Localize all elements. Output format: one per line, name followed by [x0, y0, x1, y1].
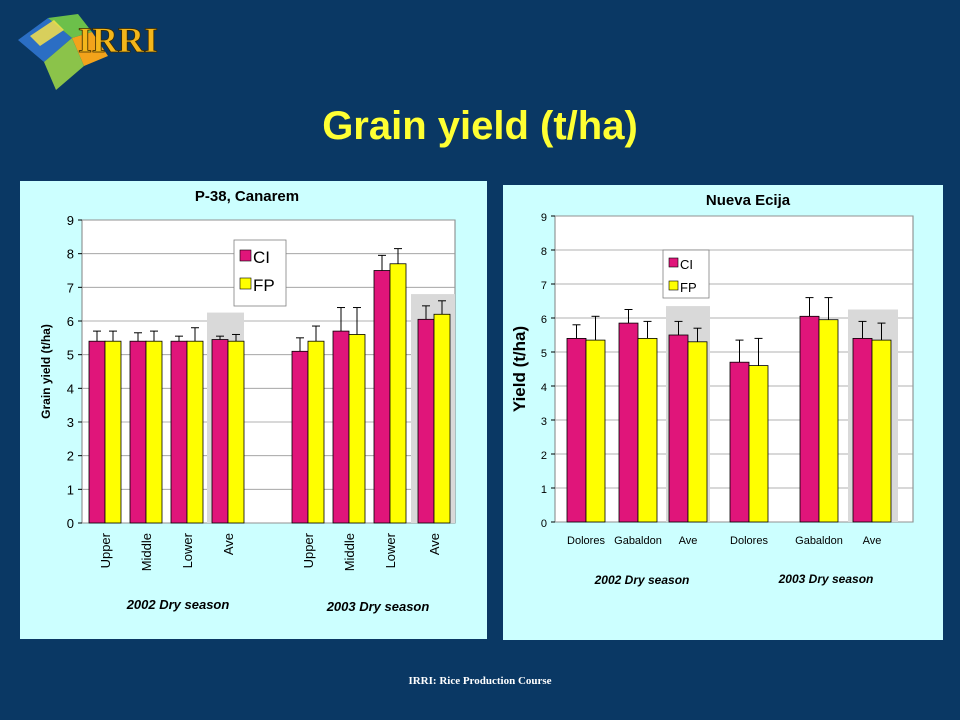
y-axis-label: Grain yield (t/ha): [39, 324, 53, 419]
legend-label-ci: CI: [680, 257, 693, 272]
bar-fp: [748, 365, 769, 523]
bar-fp: [227, 340, 245, 524]
y-tick-label: 4: [67, 381, 74, 396]
category-label: Gabaldon: [614, 535, 662, 547]
category-label: Lower: [180, 532, 195, 568]
chart-panel-nueva-ecija: Nueva Ecija 0 1 2 3 4 5 6 7 8 9 Yield (t/ha) Dolores…: [503, 185, 943, 640]
category-label: Upper: [98, 532, 113, 568]
legend-label-ci: CI: [253, 248, 270, 267]
slide-title: Grain yield (t/ha): [322, 104, 638, 148]
y-tick-label: 6: [67, 314, 74, 329]
bar-ci: [852, 337, 873, 523]
bar-ci: [332, 330, 350, 524]
y-tick-label: 2: [67, 449, 74, 464]
bar-ci: [88, 340, 106, 524]
y-tick-label: 3: [541, 416, 547, 428]
category-label: Middle: [139, 533, 154, 571]
y-tick-label: 8: [67, 247, 74, 262]
category-label: Ave: [221, 533, 236, 555]
chart-title: Nueva Ecija: [706, 192, 791, 209]
bar-fp: [145, 340, 163, 524]
category-label: Dolores: [567, 535, 605, 547]
group-label: 2003 Dry season: [778, 572, 874, 586]
bar-ci: [668, 334, 689, 523]
y-tick-label: 1: [67, 482, 74, 497]
y-axis-label: Yield (t/ha): [510, 326, 529, 412]
bar-fp: [307, 340, 325, 524]
bar-fp: [687, 341, 708, 523]
legend-swatch-ci: [239, 249, 252, 262]
group-label: 2002 Dry season: [594, 573, 690, 587]
bar-fp: [585, 339, 606, 523]
bar-fp: [818, 319, 839, 523]
category-label: Upper: [301, 532, 316, 568]
y-tick-label: 9: [67, 213, 74, 228]
y-tick-label: 1: [541, 484, 547, 496]
bar-fp: [186, 340, 204, 524]
bar-ci: [566, 337, 587, 523]
irri-logo: IRRI: [18, 14, 158, 90]
category-label: Gabaldon: [795, 535, 843, 547]
chart-panel-canarem: P-38, Canarem 0 1 2 3 4 5 6 7 8 9 Grain yield (t/ha…: [20, 181, 487, 639]
y-tick-label: 0: [67, 516, 74, 531]
bar-ci: [618, 322, 639, 523]
legend-swatch-ci: [668, 257, 679, 268]
chart-title: P-38, Canarem: [195, 188, 299, 205]
y-tick-label: 0: [541, 518, 547, 530]
category-label: Dolores: [730, 535, 768, 547]
category-label: Ave: [427, 533, 442, 555]
legend-label-fp: FP: [253, 276, 275, 295]
group-label: 2002 Dry season: [126, 597, 230, 612]
bar-ci: [373, 270, 391, 524]
bar-fp: [348, 334, 366, 524]
category-label: Ave: [679, 535, 698, 547]
bar-fp: [389, 263, 407, 524]
footer-text: IRRI: Rice Production Course: [408, 675, 552, 687]
logo-text: IRRI: [78, 20, 158, 60]
bar-ci: [729, 361, 750, 523]
bar-fp: [871, 339, 892, 523]
bar-ci: [291, 350, 309, 524]
y-tick-label: 5: [67, 348, 74, 363]
group-label: 2003 Dry season: [326, 599, 430, 614]
y-tick-label: 7: [541, 280, 547, 292]
legend-label-fp: FP: [680, 280, 697, 295]
bar-ci: [129, 340, 147, 524]
category-label: Lower: [383, 532, 398, 568]
category-label: Middle: [342, 533, 357, 571]
bar-fp: [433, 313, 451, 524]
bar-ci: [211, 339, 229, 524]
legend-swatch-fp: [668, 280, 679, 291]
y-tick-label: 5: [541, 348, 547, 360]
chart-canarem: P-38, Canarem 0 1 2 3 4 5 6 7 8 9 Grain yield (t/ha…: [39, 188, 456, 614]
y-tick-label: 8: [541, 246, 547, 258]
bar-ci: [170, 340, 188, 524]
bar-fp: [637, 337, 658, 523]
category-label: Ave: [863, 535, 882, 547]
bar-fp: [104, 340, 122, 524]
y-tick-label: 6: [541, 314, 547, 326]
y-tick-label: 3: [67, 415, 74, 430]
bar-ci: [799, 315, 820, 523]
y-tick-label: 7: [67, 280, 74, 295]
y-tick-label: 9: [541, 212, 547, 224]
legend-swatch-fp: [239, 277, 252, 290]
y-tick-label: 2: [541, 450, 547, 462]
y-tick-label: 4: [541, 382, 547, 394]
chart-nueva-ecija: Nueva Ecija 0 1 2 3 4 5 6 7 8 9 Yield (t/ha) Dolores…: [510, 192, 914, 587]
bar-ci: [417, 318, 435, 524]
